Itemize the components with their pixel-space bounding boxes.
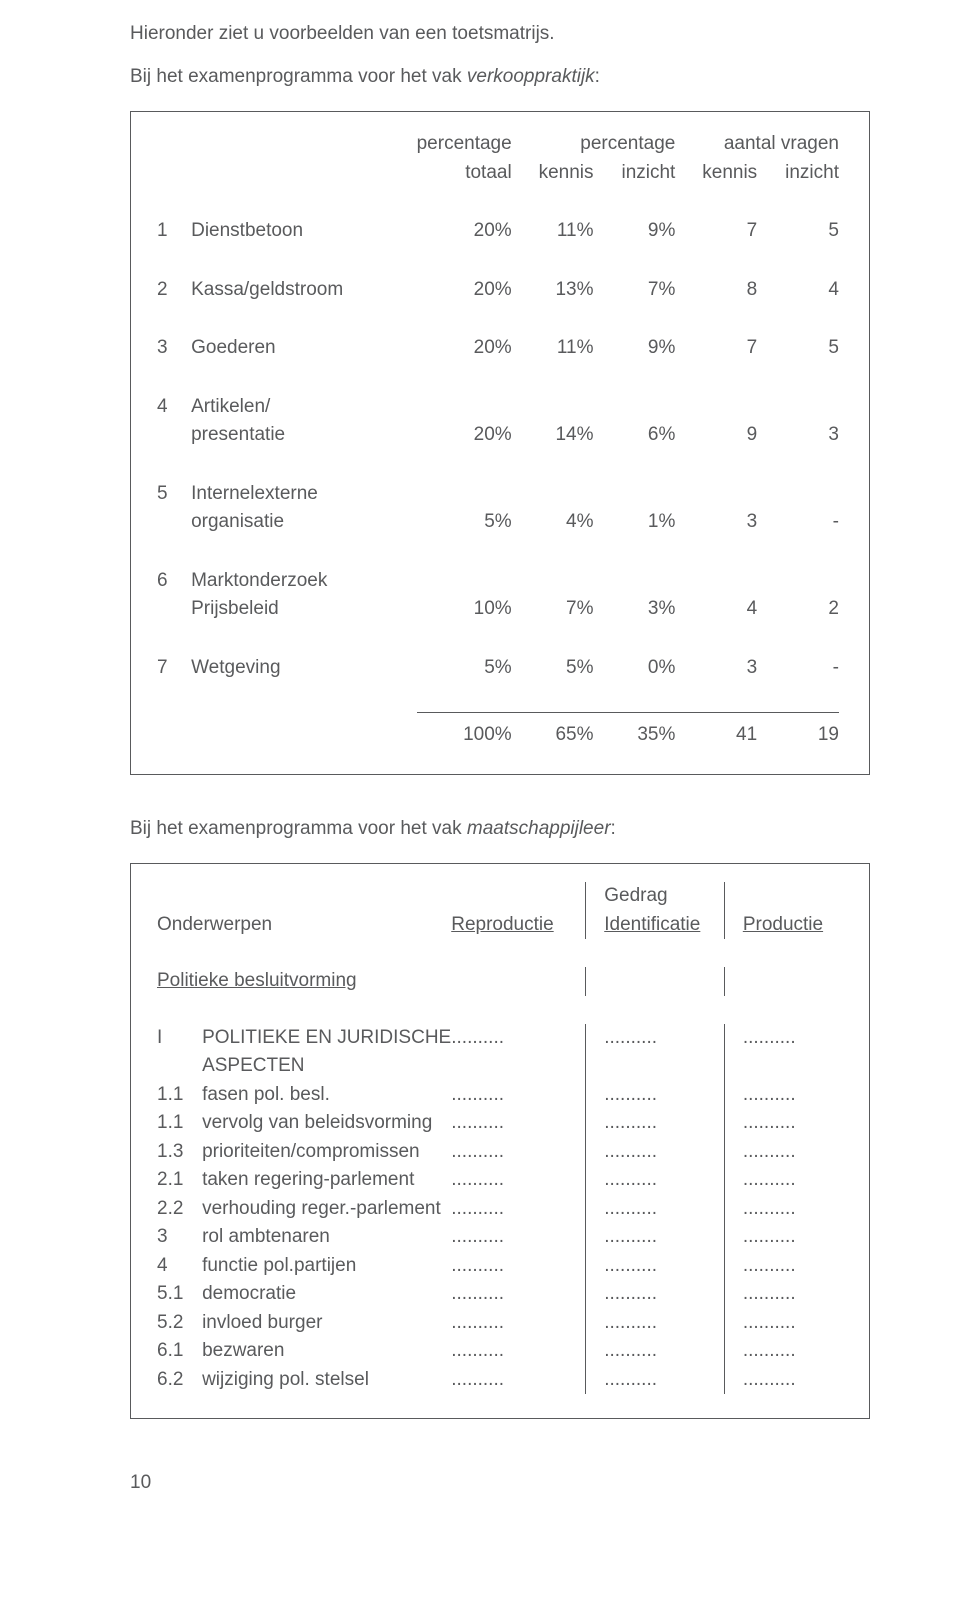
matrix-table-1: percentage percentage aantal vragen tota… — [157, 130, 839, 750]
table-row: 2.2verhouding reger.-parlement..........… — [157, 1195, 839, 1224]
total-c2: 65% — [512, 713, 594, 750]
h-percentage-1: percentage — [417, 130, 512, 159]
table-row: 6.1bezwaren.............................… — [157, 1337, 839, 1366]
table-row: 7Wetgeving5%5%0%3- — [157, 654, 839, 683]
intro3-post: : — [611, 818, 616, 839]
table-row: ASPECTEN — [157, 1052, 839, 1081]
intro2-italic: verkooppraktijk — [467, 66, 595, 87]
header-row-2: totaal kennis inzicht kennis inzicht — [157, 159, 839, 188]
table-row: 1.3prioriteiten/compromissen............… — [157, 1138, 839, 1167]
h-percentage-2: percentage — [512, 130, 676, 159]
prod-label: Productie — [743, 914, 823, 935]
matrix-table-2: Gedrag Onderwerpen Reproductie Identific… — [157, 882, 839, 1394]
table-row: 5.2invloed burger.......................… — [157, 1309, 839, 1338]
onderwerpen-label: Onderwerpen — [157, 911, 451, 940]
table-row: 1.1fasen pol. besl......................… — [157, 1081, 839, 1110]
ident-label: Identificatie — [604, 914, 700, 935]
table-row: 5.1democratie...........................… — [157, 1280, 839, 1309]
matrix-box-2: Gedrag Onderwerpen Reproductie Identific… — [130, 863, 870, 1419]
intro-line-2: Bij het examenprogramma voor het vak ver… — [130, 63, 870, 92]
table-row: 6Marktonderzoek — [157, 567, 839, 596]
section-label: Politieke besluitvorming — [157, 970, 357, 991]
m2-header-2: Onderwerpen Reproductie Identificatie Pr… — [157, 911, 839, 940]
h-totaal: totaal — [417, 159, 512, 188]
table-row: Prijsbeleid10%7%3%42 — [157, 595, 839, 624]
intro-line-3: Bij het examenprogramma voor het vak maa… — [130, 815, 870, 844]
matrix-box-1: percentage percentage aantal vragen tota… — [130, 111, 870, 775]
h-kennis-1: kennis — [512, 159, 594, 188]
table-row: 3Goederen20%11%9%75 — [157, 334, 839, 363]
table-row: 4Artikelen/ — [157, 393, 839, 422]
intro-line-1: Hieronder ziet u voorbeelden van een toe… — [130, 20, 870, 49]
table-row: 3rol ambtenaren.........................… — [157, 1223, 839, 1252]
total-row: 100% 65% 35% 41 19 — [157, 713, 839, 750]
repro-label: Reproductie — [451, 914, 553, 935]
header-row-1: percentage percentage aantal vragen — [157, 130, 839, 159]
gedrag-label: Gedrag — [586, 882, 724, 911]
h-inzicht-1: inzicht — [594, 159, 676, 188]
table-row: 2Kassa/geldstroom20%13%7%84 — [157, 276, 839, 305]
table-row: 1Dienstbetoon20%11%9%75 — [157, 217, 839, 246]
table-row: presentatie20%14%6%93 — [157, 421, 839, 450]
h-aantal: aantal vragen — [675, 130, 839, 159]
table-row: IPOLITIEKE EN JURIDISCHE................… — [157, 1024, 839, 1053]
h-kennis-2: kennis — [675, 159, 757, 188]
intro3-italic: maatschappijleer — [467, 818, 611, 839]
table-row: 1.1vervolg van beleidsvorming...........… — [157, 1109, 839, 1138]
m2-header-1: Gedrag — [157, 882, 839, 911]
total-c5: 19 — [757, 713, 839, 750]
total-c4: 41 — [675, 713, 757, 750]
intro2-post: : — [595, 66, 600, 87]
h-inzicht-2: inzicht — [757, 159, 839, 188]
m2-section-row: Politieke besluitvorming — [157, 967, 839, 996]
table-row: 6.2wijziging pol. stelsel...............… — [157, 1366, 839, 1395]
onderwerpen-text: Onderwerpen — [157, 914, 272, 935]
table-row: organisatie5%4%1%3- — [157, 508, 839, 537]
table-row: 2.1taken regering-parlement.............… — [157, 1166, 839, 1195]
table-row: 5Internelexterne — [157, 480, 839, 509]
intro2-pre: Bij het examenprogramma voor het vak — [130, 66, 467, 87]
page-number: 10 — [130, 1469, 870, 1498]
intro3-pre: Bij het examenprogramma voor het vak — [130, 818, 467, 839]
total-c1: 100% — [417, 713, 512, 750]
table-row: 4functie pol.partijen...................… — [157, 1252, 839, 1281]
total-c3: 35% — [594, 713, 676, 750]
